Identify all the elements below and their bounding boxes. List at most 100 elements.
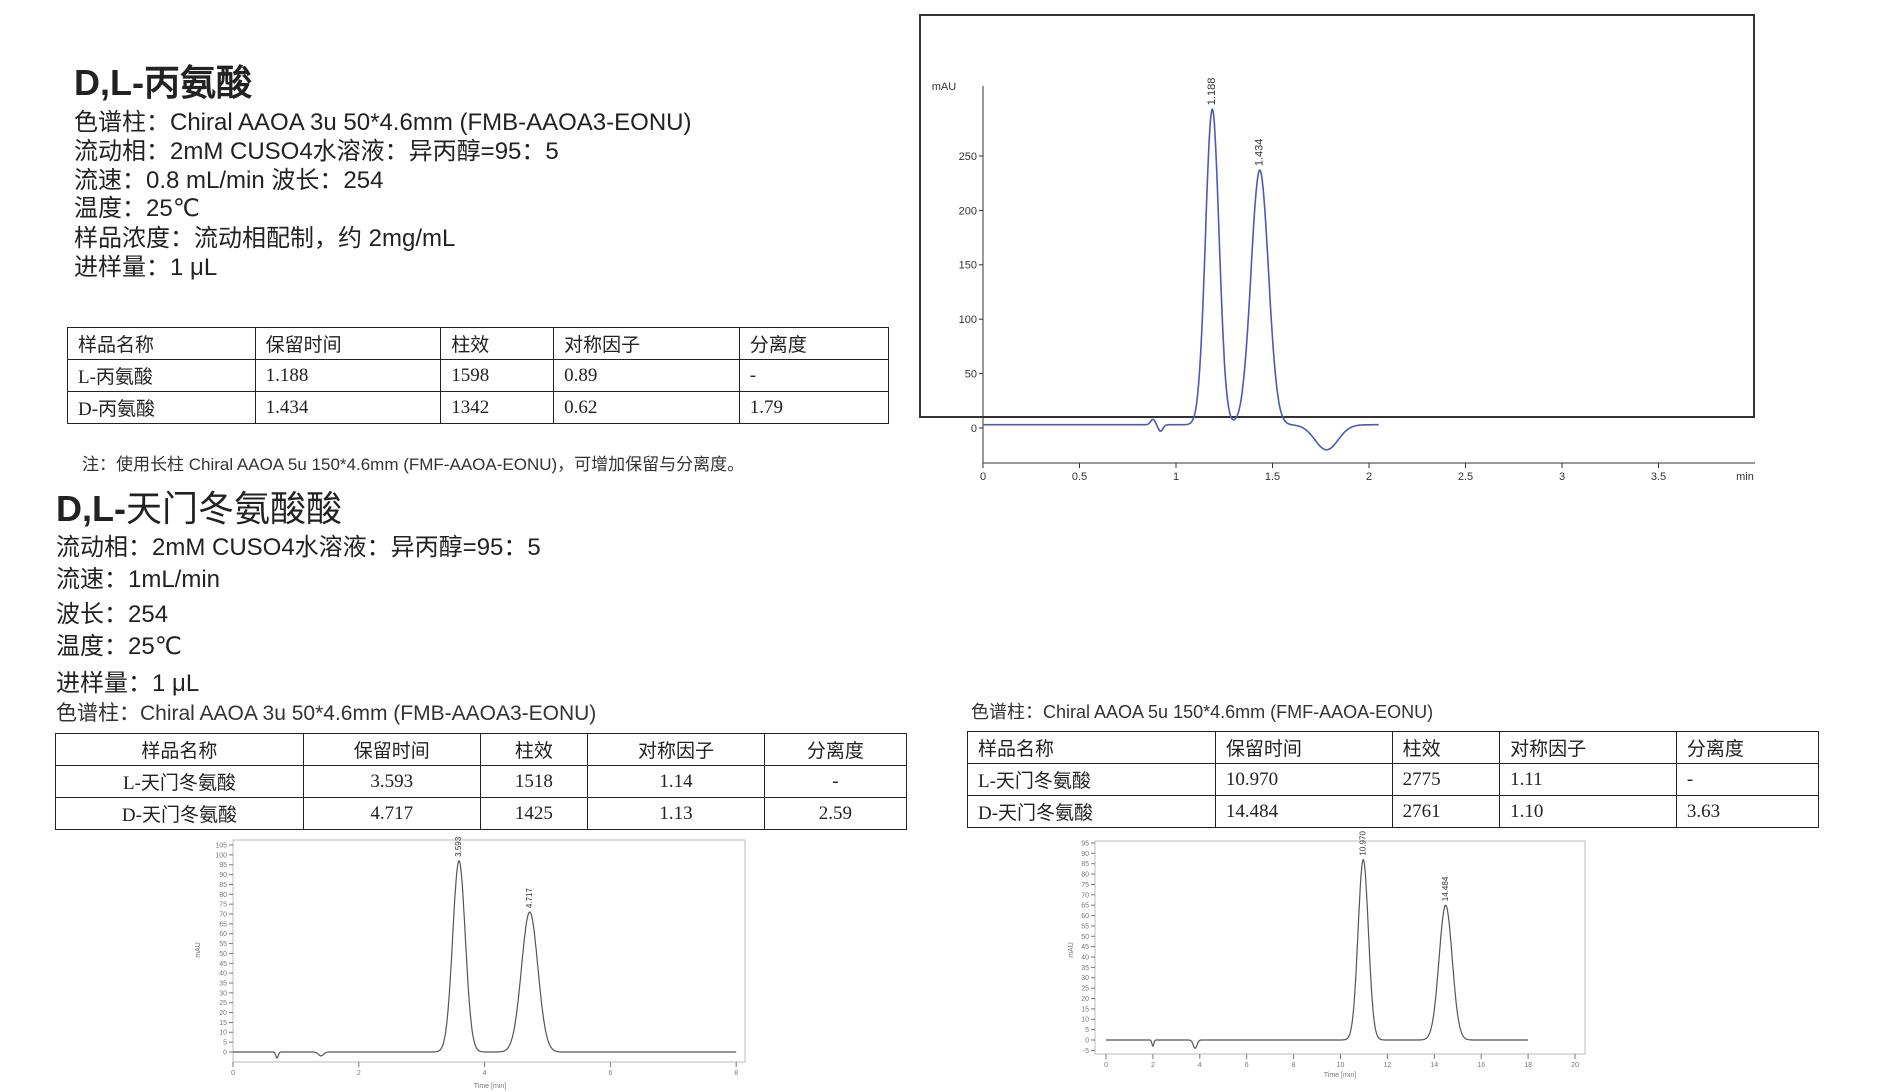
y-tick-label: 95: [1081, 840, 1089, 847]
y-tick-label: 80: [219, 892, 227, 899]
table-header: 保留时间: [302, 733, 481, 766]
x-tick-label: 1: [1173, 471, 1179, 483]
y-axis-label: mAU: [932, 81, 957, 93]
table-header: 对称因子: [587, 733, 765, 766]
table-header: 对称因子: [1499, 731, 1677, 764]
section2-title: D,L-天门冬氨酸酸: [56, 480, 342, 532]
x-axis-label: min: [1736, 471, 1754, 483]
x-tick-label: 14: [1430, 1062, 1438, 1069]
x-tick-label: 3.5: [1651, 471, 1666, 483]
y-tick-label: 70: [219, 911, 227, 918]
y-tick-label: 60: [219, 931, 227, 938]
chromatogram-trace: [983, 108, 1379, 451]
y-tick-label: -5: [1083, 1048, 1089, 1055]
y-tick-label: 55: [219, 941, 227, 948]
y-tick-label: 15: [219, 1020, 227, 1027]
table-header: 柱效: [1391, 731, 1501, 764]
peak-label: 4.717: [525, 887, 534, 908]
x-tick-label: 2: [357, 1070, 361, 1077]
flow-wavelength-info: 流速：0.8 mL/min 波长：254: [74, 167, 384, 194]
table-cell: 1.11: [1499, 763, 1677, 796]
wavelength-info: 波长：254: [56, 601, 169, 628]
left-column-info: 色谱柱：Chiral AAOA 3u 50*4.6mm (FMB-AAOA3-E…: [56, 702, 597, 725]
table-header: 保留时间: [254, 327, 442, 360]
table-cell: -: [738, 359, 890, 392]
y-tick-label: 10: [219, 1030, 227, 1037]
peak-label: 1.188: [1206, 78, 1218, 106]
x-tick-label: 6: [1245, 1062, 1249, 1069]
x-tick-label: 20: [1571, 1062, 1579, 1069]
y-tick-label: 85: [219, 882, 227, 889]
table-cell: 1342: [440, 391, 555, 424]
sample-concentration-info: 样品浓度：流动相配制，约 2mg/mL: [74, 225, 456, 252]
y-tick-label: 40: [1081, 954, 1089, 961]
y-axis-label: mAU: [195, 942, 202, 958]
y-tick-label: 90: [219, 872, 227, 879]
x-tick-label: 3: [1559, 471, 1565, 483]
injection-volume-info: 进样量：1 μL: [56, 670, 200, 697]
x-axis-label: Time [min]: [474, 1083, 506, 1090]
mobile-phase-info: 流动相：2mM CUSO4水溶液：异丙醇=95：5: [56, 534, 541, 561]
column-info: 色谱柱：Chiral AAOA 3u 50*4.6mm (FMB-AAOA3-E…: [74, 109, 692, 136]
table-cell: 1.14: [587, 765, 765, 798]
temperature-info: 温度：25℃: [56, 633, 182, 660]
table-cell: 0.89: [553, 359, 740, 392]
table-cell: 2775: [1391, 763, 1501, 796]
y-tick-label: 70: [1081, 892, 1089, 899]
x-tick-label: 16: [1477, 1062, 1485, 1069]
x-tick-label: 0: [231, 1070, 235, 1077]
table-header-row: 样品名称 保留时间 柱效 对称因子 分离度: [967, 731, 1820, 764]
y-tick-label: 0: [1085, 1037, 1089, 1044]
right-column-info: 色谱柱：Chiral AAOA 5u 150*4.6mm (FMF-AAOA-E…: [971, 702, 1434, 722]
peak-label: 1.434: [1254, 139, 1266, 167]
table-cell: D-天门冬氨酸: [55, 797, 304, 830]
x-tick-label: 4: [483, 1070, 487, 1077]
peak-label: 10.970: [1358, 831, 1367, 856]
y-tick-label: 5: [223, 1040, 227, 1047]
y-tick-label: 0: [223, 1049, 227, 1056]
y-tick-label: 25: [1081, 986, 1089, 993]
y-tick-label: 100: [959, 314, 977, 326]
y-axis-label: mAU: [1068, 942, 1075, 958]
table-header: 样品名称: [55, 733, 304, 766]
table-cell: 4.717: [302, 797, 481, 830]
table-cell: 10.970: [1214, 763, 1393, 796]
table-cell: 2761: [1391, 795, 1501, 828]
table-cell: 1518: [479, 765, 589, 798]
table-cell: 3.63: [1675, 795, 1820, 828]
aspartic-short-column-table: 样品名称 保留时间 柱效 对称因子 分离度 L-天门冬氨酸 3.593 1518…: [55, 733, 908, 830]
table-header-row: 样品名称 保留时间 柱效 对称因子 分离度: [55, 733, 908, 766]
table-cell: L-天门冬氨酸: [55, 765, 304, 798]
x-tick-label: 2: [1151, 1062, 1155, 1069]
y-tick-label: 25: [219, 1000, 227, 1007]
table-cell: 14.484: [1214, 795, 1393, 828]
x-tick-label: 2.5: [1458, 471, 1473, 483]
table-cell: 1.13: [587, 797, 765, 830]
injection-volume-info: 进样量：1 μL: [74, 254, 218, 281]
y-tick-label: 35: [1081, 965, 1089, 972]
chart-frame: [232, 839, 746, 1063]
table-cell: 2.59: [763, 797, 908, 830]
y-tick-label: 50: [219, 951, 227, 958]
y-tick-label: 40: [219, 971, 227, 978]
x-tick-label: 0: [980, 471, 986, 483]
x-tick-label: 1.5: [1265, 471, 1280, 483]
y-tick-label: 35: [219, 980, 227, 987]
y-tick-label: 50: [965, 368, 977, 380]
y-tick-label: 150: [959, 260, 977, 272]
y-tick-label: 30: [219, 990, 227, 997]
table-row: D-天门冬氨酸 4.717 1425 1.13 2.59: [55, 797, 908, 830]
x-tick-label: 6: [608, 1070, 612, 1077]
table-cell: 1.79: [738, 391, 890, 424]
x-tick-label: 12: [1384, 1062, 1392, 1069]
y-tick-label: 65: [1081, 903, 1089, 910]
table-cell: L-丙氨酸: [67, 359, 256, 392]
table-header-row: 样品名称 保留时间 柱效 对称因子 分离度: [67, 327, 890, 360]
chromatogram-trace: [1106, 858, 1529, 1050]
table-cell: -: [1675, 763, 1820, 796]
y-tick-label: 55: [1081, 923, 1089, 930]
y-tick-label: 200: [959, 205, 977, 217]
x-tick-label: 8: [734, 1070, 738, 1077]
flow-rate-info: 流速：1mL/min: [56, 566, 221, 593]
aspartic-long-column-table: 样品名称 保留时间 柱效 对称因子 分离度 L-天门冬氨酸 10.970 277…: [967, 731, 1820, 828]
